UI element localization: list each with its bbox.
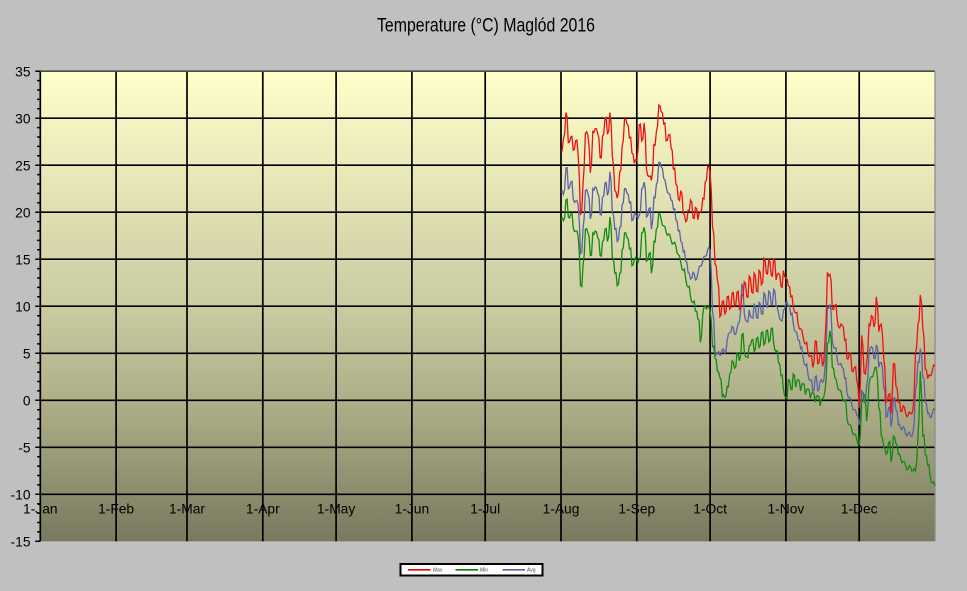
svg-text:1-Apr: 1-Apr	[246, 502, 280, 517]
svg-text:1-Nov: 1-Nov	[767, 502, 804, 517]
svg-text:25: 25	[15, 158, 31, 173]
svg-text:-10: -10	[11, 488, 31, 503]
svg-text:1-Jan: 1-Jan	[23, 502, 58, 517]
svg-text:1-Feb: 1-Feb	[98, 502, 134, 517]
svg-text:1-Dec: 1-Dec	[841, 502, 878, 517]
svg-text:1-May: 1-May	[317, 502, 355, 517]
svg-text:-5: -5	[18, 441, 31, 456]
svg-text:0: 0	[23, 394, 31, 409]
svg-text:20: 20	[15, 205, 31, 220]
svg-text:15: 15	[15, 252, 31, 267]
svg-text:10: 10	[15, 299, 31, 314]
svg-text:1-Jul: 1-Jul	[470, 502, 500, 517]
svg-text:Temperature (°C) Maglód 2016: Temperature (°C) Maglód 2016	[377, 15, 595, 37]
svg-text:1-Jun: 1-Jun	[395, 502, 430, 517]
svg-text:1-Sep: 1-Sep	[618, 502, 655, 517]
svg-text:5: 5	[23, 347, 31, 362]
svg-text:35: 35	[15, 64, 31, 79]
svg-text:-15: -15	[11, 535, 31, 550]
svg-text:Max: Max	[433, 568, 443, 574]
svg-text:1-Aug: 1-Aug	[543, 502, 580, 517]
svg-text:30: 30	[15, 111, 31, 126]
svg-text:Min: Min	[480, 568, 488, 574]
svg-text:1-Oct: 1-Oct	[693, 502, 727, 517]
svg-text:1-Mar: 1-Mar	[169, 502, 205, 517]
svg-text:Avg: Avg	[527, 568, 536, 574]
